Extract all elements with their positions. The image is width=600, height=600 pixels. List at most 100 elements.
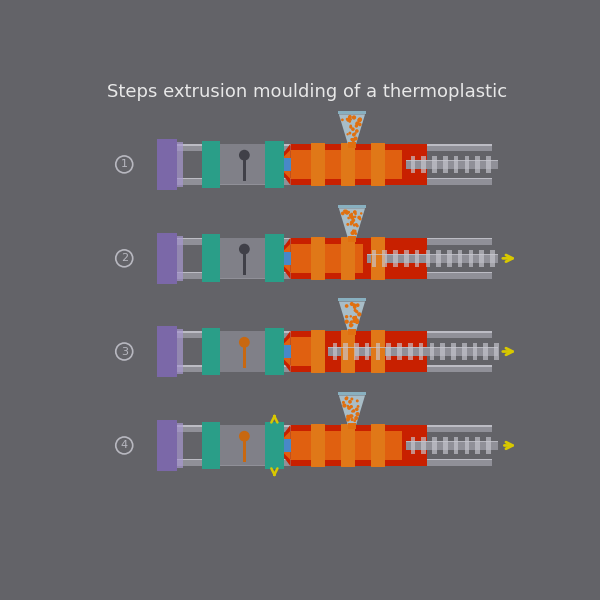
Bar — [176, 365, 493, 372]
Circle shape — [350, 215, 354, 220]
Circle shape — [346, 418, 350, 422]
Bar — [202, 140, 220, 188]
Polygon shape — [281, 431, 290, 460]
Bar — [490, 250, 495, 267]
Bar — [341, 424, 355, 467]
Bar — [176, 144, 493, 146]
Bar — [176, 272, 493, 279]
Circle shape — [346, 118, 350, 122]
Circle shape — [352, 232, 355, 235]
Circle shape — [349, 321, 352, 324]
Bar — [406, 441, 499, 450]
Bar — [265, 235, 284, 282]
Bar — [367, 254, 499, 255]
Circle shape — [350, 302, 354, 306]
Circle shape — [350, 418, 354, 421]
Circle shape — [352, 409, 355, 413]
Bar — [290, 431, 402, 460]
Bar — [451, 343, 456, 360]
Circle shape — [350, 221, 352, 224]
Bar — [176, 331, 493, 332]
Circle shape — [350, 405, 353, 409]
Bar — [348, 329, 356, 335]
Circle shape — [358, 215, 361, 220]
Bar — [475, 156, 480, 173]
Bar — [486, 156, 491, 173]
Bar — [290, 238, 402, 279]
Circle shape — [356, 224, 359, 227]
Bar — [284, 346, 290, 358]
Circle shape — [355, 129, 359, 133]
Circle shape — [353, 419, 356, 422]
Bar — [178, 329, 183, 374]
Bar — [464, 156, 469, 173]
Circle shape — [346, 415, 349, 418]
Bar — [371, 250, 376, 267]
Bar — [443, 156, 448, 173]
Text: 3: 3 — [121, 347, 128, 356]
Bar — [421, 156, 426, 173]
Bar — [243, 155, 245, 161]
Circle shape — [352, 133, 356, 137]
Bar — [436, 250, 441, 267]
Bar — [406, 160, 499, 169]
Circle shape — [350, 320, 353, 323]
Bar — [157, 420, 178, 471]
Circle shape — [349, 323, 353, 328]
Bar — [311, 143, 325, 186]
Circle shape — [239, 431, 250, 442]
Bar — [328, 347, 499, 349]
Bar — [284, 158, 290, 170]
Circle shape — [356, 303, 359, 307]
Bar — [402, 143, 427, 185]
Circle shape — [346, 133, 349, 136]
Bar — [354, 343, 359, 360]
Bar — [243, 252, 246, 275]
Bar — [311, 237, 325, 280]
Bar — [311, 424, 325, 467]
Bar — [425, 250, 430, 267]
Circle shape — [356, 405, 359, 408]
Bar — [243, 158, 246, 181]
Bar — [290, 150, 402, 179]
Circle shape — [346, 118, 349, 121]
Bar — [371, 330, 385, 373]
Circle shape — [352, 229, 355, 232]
Circle shape — [349, 214, 353, 218]
Bar — [393, 250, 398, 267]
Circle shape — [357, 312, 361, 316]
Bar — [341, 237, 355, 280]
Circle shape — [239, 244, 250, 254]
Circle shape — [350, 397, 353, 400]
Circle shape — [347, 405, 349, 407]
Circle shape — [355, 317, 357, 319]
Bar — [176, 178, 493, 179]
Bar — [265, 328, 284, 376]
Bar — [176, 238, 493, 245]
Circle shape — [358, 123, 362, 126]
Circle shape — [352, 218, 355, 222]
Circle shape — [351, 138, 355, 142]
Bar — [178, 423, 183, 468]
Circle shape — [355, 124, 358, 128]
Bar — [454, 156, 458, 173]
Circle shape — [350, 223, 352, 226]
Circle shape — [355, 412, 359, 416]
Circle shape — [350, 212, 353, 215]
Circle shape — [347, 211, 350, 214]
Bar — [410, 437, 415, 454]
Bar — [311, 330, 325, 373]
Circle shape — [350, 231, 354, 235]
Bar — [338, 205, 366, 208]
Bar — [494, 343, 499, 360]
Text: 2: 2 — [121, 253, 128, 263]
Bar — [404, 250, 409, 267]
Circle shape — [351, 323, 353, 326]
Circle shape — [354, 132, 356, 134]
Circle shape — [355, 407, 359, 411]
Circle shape — [346, 223, 349, 226]
Polygon shape — [281, 238, 290, 279]
Circle shape — [355, 318, 359, 322]
Bar — [371, 143, 385, 186]
Circle shape — [346, 416, 350, 421]
